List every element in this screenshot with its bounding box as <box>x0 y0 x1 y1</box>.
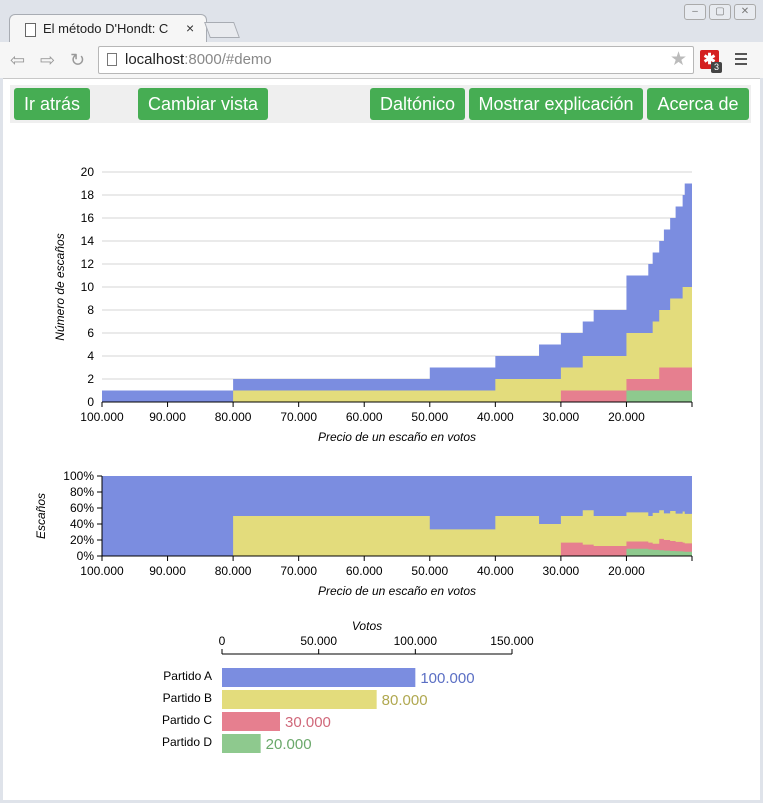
maximize-icon[interactable]: ▢ <box>709 4 731 20</box>
y-tick-label: 80% <box>70 485 94 499</box>
x-tick-label: 40.000 <box>477 564 514 578</box>
reload-icon[interactable]: ↻ <box>70 50 86 70</box>
x-tick-label: 90.000 <box>149 410 186 424</box>
page-icon <box>25 23 36 37</box>
y-tick-label: 2 <box>87 372 94 386</box>
x-tick-label: 100.000 <box>80 564 124 578</box>
x-tick-label: 60.000 <box>346 564 383 578</box>
y-tick-label: 100% <box>63 469 94 483</box>
browser-tabstrip: El método D'Hondt: C × – ▢ ✕ <box>0 0 763 43</box>
extension-badge: 3 <box>711 62 722 73</box>
vote-value-label: 100.000 <box>420 670 474 687</box>
chart-title: Votos <box>352 619 382 633</box>
tab-title: El método D'Hondt: C <box>43 21 169 36</box>
back-arrow-icon[interactable]: ⇦ <box>10 50 26 70</box>
y-axis-label: Escaños <box>34 493 48 539</box>
party-label: Partido B <box>163 691 212 705</box>
y-tick-label: 8 <box>87 303 94 317</box>
forward-arrow-icon[interactable]: ⇨ <box>40 50 56 70</box>
y-tick-label: 18 <box>81 188 95 202</box>
vote-bar <box>222 668 416 687</box>
x-tick-label: 30.000 <box>543 564 580 578</box>
party-label: Partido A <box>163 669 212 683</box>
y-tick-label: 60% <box>70 501 94 515</box>
y-tick-label: 14 <box>81 234 95 248</box>
x-tick-label: 50.000 <box>411 410 448 424</box>
x-tick-label: 90.000 <box>149 564 186 578</box>
y-tick-label: 4 <box>87 349 94 363</box>
x-tick-label: 80.000 <box>215 410 252 424</box>
seats-area-partido-a <box>102 183 692 402</box>
y-tick-label: 0% <box>77 549 95 563</box>
show-explanation-button[interactable]: Mostrar explicación <box>469 88 643 120</box>
y-tick-label: 10 <box>81 280 95 294</box>
share-area-partido-b <box>102 510 692 556</box>
vote-bar <box>222 690 377 709</box>
x-tick-label: 60.000 <box>346 410 383 424</box>
page-icon <box>107 53 117 66</box>
browser-toolbar: ⇦ ⇨ ↻ localhost:8000/#demo ★ <box>0 42 763 79</box>
x-tick-label: 0 <box>219 634 226 648</box>
back-button[interactable]: Ir atrás <box>14 88 90 120</box>
seats-step-chart: 0 2 4 6 8 10 12 14 16 18 20 100.000 90.000 80.000 70.0… <box>53 165 693 444</box>
x-tick-label: 100.000 <box>80 410 124 424</box>
y-tick-label: 0 <box>87 395 94 409</box>
x-tick-label: 20.000 <box>608 410 645 424</box>
close-tab-icon[interactable]: × <box>186 20 195 36</box>
y-tick-label: 12 <box>81 257 95 271</box>
x-tick-label: 20.000 <box>608 564 645 578</box>
x-axis-label: Precio de un escaño en votos <box>318 584 476 598</box>
browser-tab[interactable]: El método D'Hondt: C × <box>9 14 207 43</box>
vote-value-label: 30.000 <box>285 714 331 731</box>
x-tick-label: 50.000 <box>411 564 448 578</box>
vote-bar <box>222 712 280 731</box>
y-tick-label: 16 <box>81 211 95 225</box>
share-area-partido-d <box>102 548 692 556</box>
y-tick-label: 20 <box>81 165 95 179</box>
x-tick-label: 30.000 <box>543 410 580 424</box>
bookmark-star-icon[interactable]: ★ <box>669 49 687 70</box>
app-button-bar: Ir atrás Cambiar vista Daltónico Mostrar… <box>10 85 751 123</box>
colorblind-button[interactable]: Daltónico <box>370 88 465 120</box>
votes-bar-chart: Votos 0 50.000 100.000 150.000 Partido A 100… <box>162 619 534 753</box>
about-button[interactable]: Acerca de <box>647 88 749 120</box>
x-tick-label: 70.000 <box>280 564 317 578</box>
party-label: Partido D <box>162 735 212 749</box>
x-axis-label: Precio de un escaño en votos <box>318 430 476 444</box>
change-view-button[interactable]: Cambiar vista <box>138 88 268 120</box>
x-tick-label: 70.000 <box>280 410 317 424</box>
y-tick-label: 6 <box>87 326 94 340</box>
seats-area-partido-d <box>102 390 692 402</box>
address-bar[interactable]: localhost:8000/#demo ★ <box>98 46 694 74</box>
x-tick-label: 50.000 <box>300 634 337 648</box>
y-tick-label: 40% <box>70 517 94 531</box>
x-tick-label: 40.000 <box>477 410 514 424</box>
close-window-icon[interactable]: ✕ <box>734 4 756 20</box>
seat-share-chart: 0% 20% 40% 60% 80% 100% 100.000 90.000 80.000 70.… <box>34 469 693 598</box>
x-tick-label: 150.000 <box>490 634 534 648</box>
vote-value-label: 80.000 <box>382 692 428 709</box>
vote-value-label: 20.000 <box>266 736 312 753</box>
x-tick-label: 100.000 <box>394 634 438 648</box>
vote-bar <box>222 734 261 753</box>
url-text: localhost:8000/#demo <box>125 51 272 68</box>
x-tick-label: 80.000 <box>215 564 252 578</box>
minimize-icon[interactable]: – <box>684 4 706 20</box>
y-tick-label: 20% <box>70 533 94 547</box>
new-tab-button[interactable] <box>204 22 240 38</box>
party-label: Partido C <box>162 713 212 727</box>
y-axis-label: Número de escaños <box>53 233 67 340</box>
menu-icon[interactable] <box>735 53 747 68</box>
